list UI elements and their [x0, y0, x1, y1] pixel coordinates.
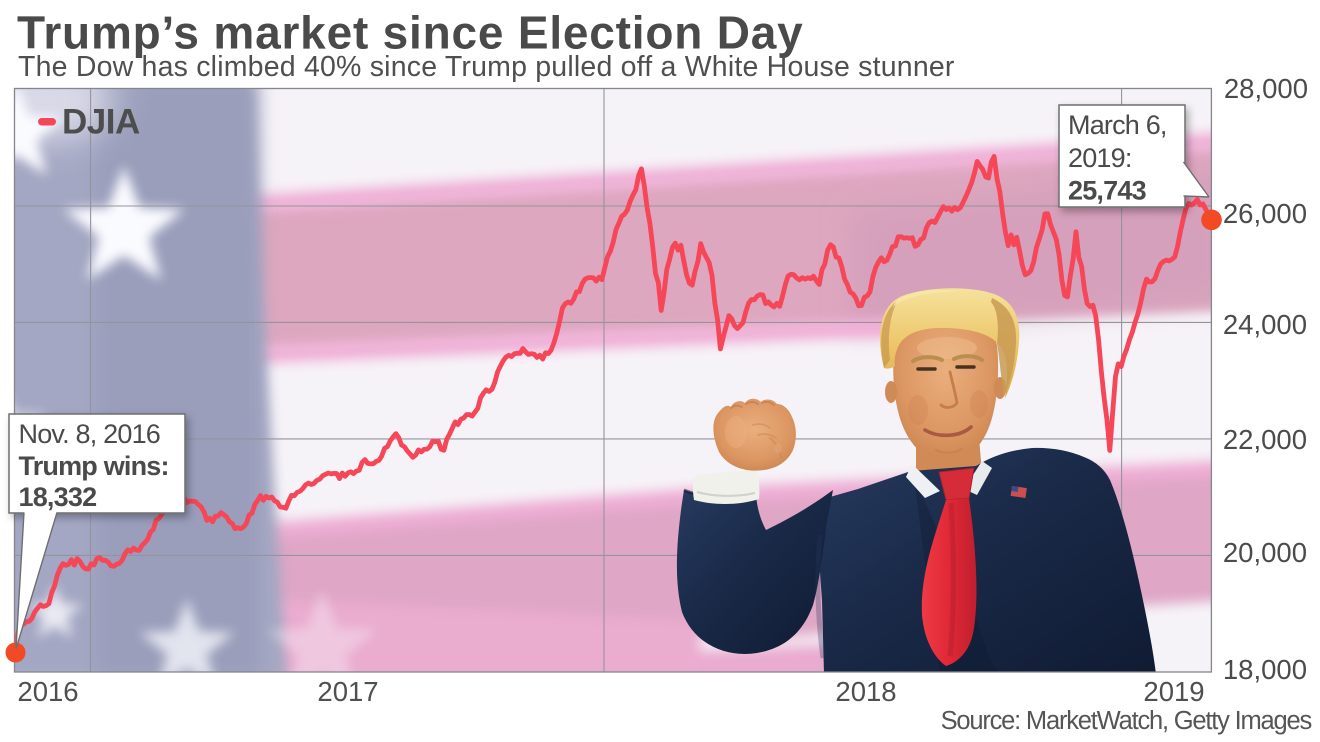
- svg-text:18,000: 18,000: [1223, 654, 1307, 685]
- svg-text:18,332: 18,332: [19, 482, 97, 512]
- svg-text:2019: 2019: [1143, 676, 1204, 707]
- svg-text:DJIA: DJIA: [62, 103, 140, 142]
- svg-text:26,000: 26,000: [1223, 198, 1307, 229]
- svg-text:2019:: 2019:: [1068, 143, 1132, 173]
- svg-text:24,000: 24,000: [1223, 309, 1307, 340]
- svg-text:2018: 2018: [835, 676, 896, 707]
- svg-text:20,000: 20,000: [1223, 537, 1307, 568]
- svg-text:2017: 2017: [317, 676, 378, 707]
- svg-text:22,000: 22,000: [1223, 424, 1307, 455]
- svg-text:March 6,: March 6,: [1068, 110, 1167, 140]
- svg-text:Trump’s market since Election: Trump’s market since Election Day: [17, 7, 804, 59]
- svg-text:Nov. 8, 2016: Nov. 8, 2016: [19, 419, 161, 449]
- svg-text:The Dow has climbed 40% since: The Dow has climbed 40% since Trump pull…: [18, 51, 955, 83]
- svg-text:Trump wins:: Trump wins:: [19, 451, 169, 481]
- svg-text:25,743: 25,743: [1068, 176, 1147, 206]
- svg-text:2016: 2016: [17, 676, 78, 707]
- svg-text:Source: MarketWatch, Getty Ima: Source: MarketWatch, Getty Images: [941, 707, 1312, 735]
- svg-text:28,000: 28,000: [1224, 73, 1308, 104]
